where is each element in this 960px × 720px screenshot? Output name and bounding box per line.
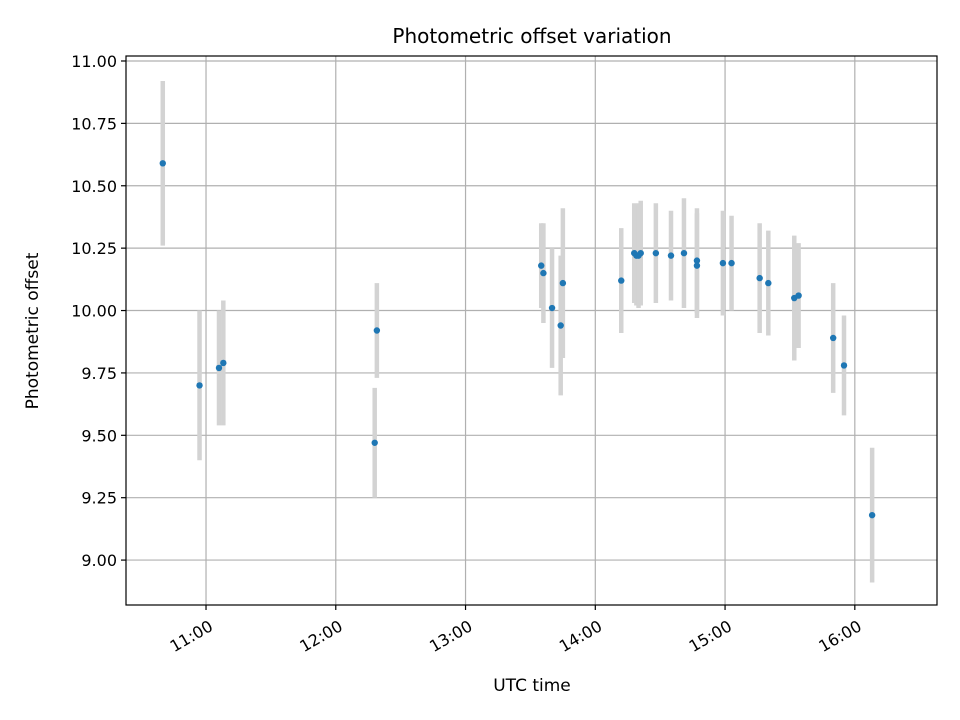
data-point — [829, 334, 837, 342]
data-point — [719, 259, 727, 267]
data-point — [618, 277, 625, 284]
data-point — [538, 262, 545, 269]
data-point — [840, 362, 848, 369]
data-point — [728, 259, 735, 267]
data-point — [371, 439, 378, 446]
y-tick-label: 9.25 — [81, 489, 117, 508]
data-point — [868, 511, 876, 519]
y-axis-label: Photometric offset — [23, 252, 43, 409]
data-point — [693, 257, 701, 264]
y-tick-label: 10.50 — [71, 177, 117, 196]
y-tick-label: 11.00 — [71, 52, 117, 71]
data-point — [559, 279, 567, 287]
plot-frame — [125, 55, 938, 606]
y-tick-label: 10.00 — [71, 302, 117, 321]
data-point — [215, 364, 223, 372]
x-axis-label: UTC time — [493, 676, 571, 696]
data-point — [693, 262, 701, 269]
grid — [126, 56, 937, 605]
y-tick-label: 9.75 — [81, 364, 117, 383]
chart-title: Photometric offset variation — [392, 24, 671, 48]
data-point — [548, 304, 556, 312]
data-point — [765, 279, 772, 287]
y-axis-ticks: 9.00 9.25 9.50 9.75 10.00 10.25 10.50 10.75 11.0… — [71, 52, 126, 570]
data-points — [159, 160, 876, 519]
data-point — [637, 249, 644, 257]
data-point — [220, 359, 227, 367]
data-point — [680, 249, 688, 257]
y-tick-label: 9.50 — [81, 426, 117, 445]
data-point — [540, 269, 547, 277]
data-point — [373, 327, 381, 334]
y-tick-label: 10.75 — [71, 114, 117, 133]
y-tick-label: 10.25 — [71, 239, 117, 258]
data-point — [557, 322, 564, 329]
data-point — [795, 292, 802, 299]
data-point — [652, 249, 660, 257]
data-point — [196, 382, 203, 389]
data-point — [756, 274, 763, 282]
data-point — [159, 160, 166, 167]
y-tick-label: 9.00 — [81, 551, 117, 570]
data-point — [667, 252, 675, 259]
